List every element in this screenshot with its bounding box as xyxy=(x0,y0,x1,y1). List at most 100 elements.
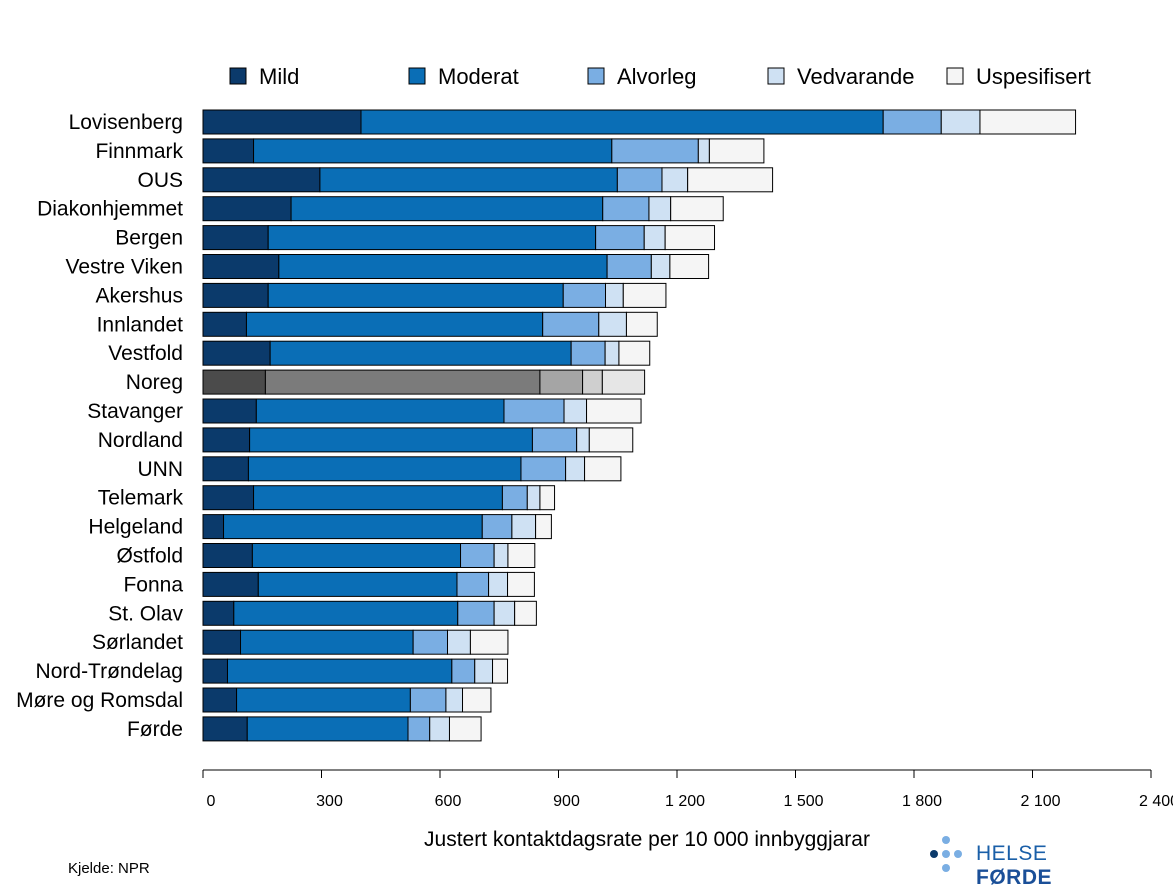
bar-segment xyxy=(469,629,509,655)
bar-segment xyxy=(202,456,249,482)
bar-segment xyxy=(253,485,503,511)
bar-segment xyxy=(253,138,613,164)
logo-dot-icon xyxy=(954,850,962,858)
bar-segment xyxy=(240,629,414,655)
bar-segment xyxy=(669,254,710,279)
bar-segment xyxy=(202,629,242,655)
bar-segment xyxy=(460,543,495,568)
logo-dot-icon xyxy=(942,850,950,858)
logo-dot-icon xyxy=(930,850,938,858)
category-label: Telemark xyxy=(98,487,184,510)
category-label: Østfold xyxy=(116,545,183,568)
logo-text-bold: FØRDE xyxy=(976,866,1052,889)
bar-segment xyxy=(202,658,228,684)
category-label: Stavanger xyxy=(87,400,183,423)
bar-segment xyxy=(202,398,257,424)
bar-segment xyxy=(493,543,509,568)
bar-segment xyxy=(360,109,884,135)
bar-segment xyxy=(251,543,462,568)
logo-text: HELSE FØRDE xyxy=(976,842,1128,890)
bar-segment xyxy=(493,600,516,626)
bar-segment xyxy=(501,485,528,511)
bar-segment xyxy=(202,716,248,742)
bar-segment xyxy=(542,311,600,337)
bar-segment xyxy=(882,109,942,135)
bar-segment xyxy=(202,485,255,511)
bar-segment xyxy=(245,311,544,337)
x-tick-label: 300 xyxy=(316,793,343,810)
bar-segment xyxy=(625,311,658,337)
bar-segment xyxy=(664,225,716,251)
bar-segment xyxy=(979,109,1077,135)
x-tick-label: 0 xyxy=(207,793,216,810)
bar-segment xyxy=(236,687,411,713)
bar-segment xyxy=(267,225,597,251)
category-label: Nordland xyxy=(98,429,183,452)
x-tick-label: 1 800 xyxy=(902,793,942,810)
bar-segment xyxy=(602,196,650,222)
bar-segment xyxy=(650,254,671,279)
legend-swatch xyxy=(229,67,247,85)
bar-segment xyxy=(202,109,362,135)
category-label: Vestre Viken xyxy=(65,256,183,279)
bar-segment xyxy=(246,716,409,742)
bar-segment xyxy=(202,427,251,453)
category-label: UNN xyxy=(138,458,184,481)
bar-segment xyxy=(514,600,537,626)
bar-segment xyxy=(448,716,482,742)
bar-segment xyxy=(202,514,225,540)
bar-segment xyxy=(202,138,255,164)
x-axis-title: Justert kontaktdagsrate per 10 000 innby… xyxy=(424,828,870,851)
bar-segment xyxy=(570,340,606,366)
bar-segment xyxy=(462,687,492,713)
category-label: St. Olav xyxy=(108,602,183,625)
bar-segment xyxy=(595,225,645,251)
bar-segment xyxy=(202,225,269,251)
bar-segment xyxy=(604,340,620,366)
x-tick-label: 2 100 xyxy=(1020,793,1060,810)
bar-segment xyxy=(202,369,266,395)
legend-label: Vedvarande xyxy=(797,64,914,89)
bar-segment xyxy=(290,196,604,222)
bar-segment xyxy=(202,687,238,713)
bar-segment xyxy=(202,196,292,222)
bar-segment xyxy=(202,167,321,193)
x-tick-label: 1 500 xyxy=(783,793,823,810)
category-label: Diakonhjemmet xyxy=(37,198,183,221)
logo-dot-icon xyxy=(942,836,950,844)
bar-segment xyxy=(257,571,458,597)
x-tick-label: 1 200 xyxy=(665,793,705,810)
bar-segment xyxy=(264,369,541,395)
bar-segment xyxy=(601,369,646,395)
bar-segment xyxy=(267,282,564,308)
x-tick-label: 600 xyxy=(435,793,462,810)
bar-segment xyxy=(507,543,536,568)
bar-segment xyxy=(562,282,607,308)
bar-segment xyxy=(507,571,535,597)
logo-text-regular: HELSE xyxy=(976,842,1048,865)
bar-segment xyxy=(584,456,622,482)
bar-segment xyxy=(582,369,603,395)
category-label: Akershus xyxy=(95,284,183,307)
category-label: Fonna xyxy=(123,573,183,596)
bar-segment xyxy=(605,282,624,308)
bar-segment xyxy=(565,456,586,482)
category-label: Bergen xyxy=(115,227,183,250)
bar-segment xyxy=(447,629,471,655)
bar-segment xyxy=(269,340,572,366)
category-label: Noreg xyxy=(126,371,183,394)
bar-segment xyxy=(492,658,509,684)
legend-label: Mild xyxy=(259,64,299,89)
legend-swatch xyxy=(767,67,785,85)
category-label: Finnmark xyxy=(95,140,183,163)
bar-segment xyxy=(503,398,565,424)
bar-segment xyxy=(319,167,618,193)
bar-segment xyxy=(451,658,476,684)
bar-segment xyxy=(576,427,590,453)
bar-segment xyxy=(409,687,447,713)
bar-segment xyxy=(586,398,642,424)
bar-segment xyxy=(226,658,453,684)
bar-segment xyxy=(481,514,513,540)
bar-segment xyxy=(616,167,663,193)
category-label: Nord-Trøndelag xyxy=(36,660,183,683)
